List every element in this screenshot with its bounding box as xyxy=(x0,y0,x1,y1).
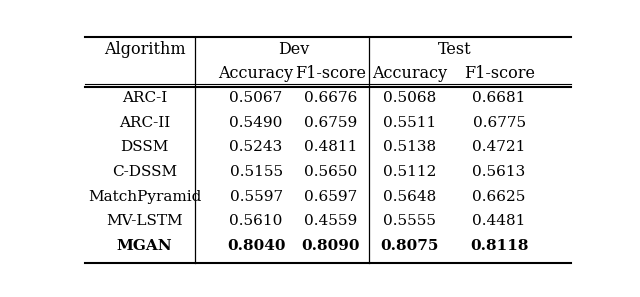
Text: 0.6775: 0.6775 xyxy=(472,116,525,130)
Text: 0.8075: 0.8075 xyxy=(381,239,439,253)
Text: 0.6597: 0.6597 xyxy=(304,189,357,204)
Text: F1-score: F1-score xyxy=(463,65,534,82)
Text: 0.5650: 0.5650 xyxy=(304,165,357,179)
Text: 0.4481: 0.4481 xyxy=(472,214,526,228)
Text: MV-LSTM: MV-LSTM xyxy=(106,214,183,228)
Text: 0.5555: 0.5555 xyxy=(383,214,436,228)
Text: 0.4811: 0.4811 xyxy=(304,140,357,154)
Text: 0.5068: 0.5068 xyxy=(383,91,436,105)
Text: F1-score: F1-score xyxy=(295,65,366,82)
Text: 0.6676: 0.6676 xyxy=(304,91,357,105)
Text: ARC-II: ARC-II xyxy=(119,116,170,130)
Text: 0.5243: 0.5243 xyxy=(230,140,283,154)
Text: 0.5511: 0.5511 xyxy=(383,116,436,130)
Text: 0.5597: 0.5597 xyxy=(230,189,283,204)
Text: 0.5490: 0.5490 xyxy=(229,116,283,130)
Text: Dev: Dev xyxy=(278,41,309,58)
Text: 0.5155: 0.5155 xyxy=(230,165,283,179)
Text: 0.5138: 0.5138 xyxy=(383,140,436,154)
Text: 0.6759: 0.6759 xyxy=(304,116,357,130)
Text: 0.6625: 0.6625 xyxy=(472,189,526,204)
Text: Test: Test xyxy=(438,41,471,58)
Text: 0.5112: 0.5112 xyxy=(383,165,436,179)
Text: 0.5067: 0.5067 xyxy=(230,91,283,105)
Text: 0.5610: 0.5610 xyxy=(229,214,283,228)
Text: C-DSSM: C-DSSM xyxy=(112,165,177,179)
Text: ARC-I: ARC-I xyxy=(122,91,167,105)
Text: DSSM: DSSM xyxy=(120,140,169,154)
Text: MatchPyramid: MatchPyramid xyxy=(88,189,201,204)
Text: Algorithm: Algorithm xyxy=(104,41,186,58)
Text: 0.5613: 0.5613 xyxy=(472,165,525,179)
Text: 0.8090: 0.8090 xyxy=(301,239,360,253)
Text: 0.8118: 0.8118 xyxy=(470,239,529,253)
Text: Accuracy: Accuracy xyxy=(218,65,294,82)
Text: 0.6681: 0.6681 xyxy=(472,91,526,105)
Text: 0.4559: 0.4559 xyxy=(304,214,357,228)
Text: 0.8040: 0.8040 xyxy=(227,239,285,253)
Text: 0.5648: 0.5648 xyxy=(383,189,436,204)
Text: MGAN: MGAN xyxy=(116,239,172,253)
Text: Accuracy: Accuracy xyxy=(372,65,447,82)
Text: 0.4721: 0.4721 xyxy=(472,140,526,154)
